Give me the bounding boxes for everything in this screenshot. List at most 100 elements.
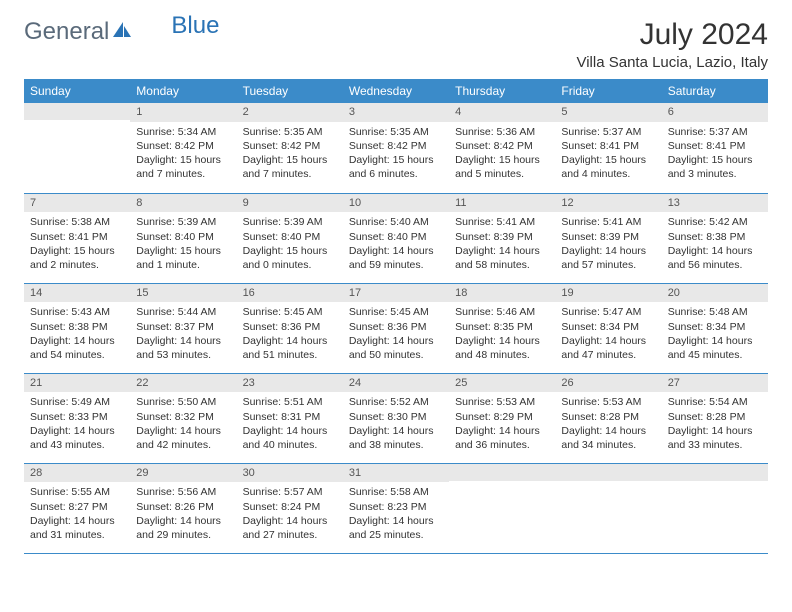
day-number: 26 [555, 374, 661, 393]
calendar-cell: 4Sunrise: 5:36 AMSunset: 8:42 PMDaylight… [449, 103, 555, 193]
day-number [449, 464, 555, 481]
day-line: Sunset: 8:31 PM [243, 410, 337, 424]
day-line: Sunrise: 5:45 AM [243, 305, 337, 319]
day-body: Sunrise: 5:36 AMSunset: 8:42 PMDaylight:… [449, 122, 555, 186]
calendar-cell: 19Sunrise: 5:47 AMSunset: 8:34 PMDayligh… [555, 283, 661, 373]
day-line: Sunrise: 5:56 AM [136, 485, 230, 499]
calendar-cell: 25 Sunrise: 5:53 AMSunset: 8:29 PMDayligh… [449, 373, 555, 463]
logo-word2: Blue [171, 12, 219, 40]
day-number: 20 [662, 284, 768, 303]
day-header: Thursday [449, 79, 555, 103]
day-line: Sunrise: 5:53 AM [455, 395, 549, 409]
day-number: 21 [24, 374, 130, 393]
day-line: Sunset: 8:38 PM [30, 320, 124, 334]
calendar-cell: 11Sunrise: 5:41 AMSunset: 8:39 PMDayligh… [449, 193, 555, 283]
day-number: 30 [237, 464, 343, 483]
day-line: Sunset: 8:42 PM [349, 139, 443, 153]
day-body [449, 481, 555, 488]
day-body: Sunrise: 5:43 AMSunset: 8:38 PMDaylight:… [24, 302, 130, 366]
calendar-cell: 6Sunrise: 5:37 AMSunset: 8:41 PMDaylight… [662, 103, 768, 193]
day-line: Daylight: 14 hours [136, 514, 230, 528]
day-line: and 31 minutes. [30, 528, 124, 542]
day-number: 25 [449, 374, 555, 393]
day-line: Sunset: 8:33 PM [30, 410, 124, 424]
day-line: and 34 minutes. [561, 438, 655, 452]
day-line: Sunrise: 5:45 AM [349, 305, 443, 319]
day-line: Sunset: 8:41 PM [561, 139, 655, 153]
day-line: Sunrise: 5:37 AM [668, 125, 762, 139]
day-line: Daylight: 14 hours [349, 514, 443, 528]
day-body: Sunrise: 5:40 AMSunset: 8:40 PMDaylight:… [343, 212, 449, 276]
day-body: Sunrise: 5:57 AMSunset: 8:24 PMDaylight:… [237, 482, 343, 546]
calendar-cell: 12Sunrise: 5:41 AMSunset: 8:39 PMDayligh… [555, 193, 661, 283]
day-line: Sunrise: 5:57 AM [243, 485, 337, 499]
day-line: Sunrise: 5:41 AM [455, 215, 549, 229]
day-line: Daylight: 14 hours [455, 424, 549, 438]
day-body: Sunrise: 5:45 AMSunset: 8:36 PMDaylight:… [343, 302, 449, 366]
day-line: Sunrise: 5:52 AM [349, 395, 443, 409]
calendar-cell: 31Sunrise: 5:58 AMSunset: 8:23 PMDayligh… [343, 463, 449, 553]
calendar-cell: 26Sunrise: 5:53 AMSunset: 8:28 PMDayligh… [555, 373, 661, 463]
day-line: Daylight: 14 hours [349, 424, 443, 438]
day-number: 14 [24, 284, 130, 303]
calendar-cell: 14Sunrise: 5:43 AMSunset: 8:38 PMDayligh… [24, 283, 130, 373]
day-line: and 56 minutes. [668, 258, 762, 272]
day-line: Sunset: 8:42 PM [136, 139, 230, 153]
day-body: Sunrise: 5:42 AMSunset: 8:38 PMDaylight:… [662, 212, 768, 276]
page-header: General Blue July 2024 Villa Santa Lucia… [24, 18, 768, 71]
day-body: Sunrise: 5:41 AMSunset: 8:39 PMDaylight:… [449, 212, 555, 276]
day-body: Sunrise: 5:53 AMSunset: 8:28 PMDaylight:… [555, 392, 661, 456]
day-number: 29 [130, 464, 236, 483]
day-line: Daylight: 15 hours [561, 153, 655, 167]
day-line: Sunrise: 5:42 AM [668, 215, 762, 229]
day-line: Sunset: 8:34 PM [668, 320, 762, 334]
calendar-cell: 7Sunrise: 5:38 AMSunset: 8:41 PMDaylight… [24, 193, 130, 283]
day-body: Sunrise: 5:39 AMSunset: 8:40 PMDaylight:… [130, 212, 236, 276]
calendar-cell: 1Sunrise: 5:34 AMSunset: 8:42 PMDaylight… [130, 103, 236, 193]
day-line: Daylight: 14 hours [243, 514, 337, 528]
day-line: Sunset: 8:42 PM [243, 139, 337, 153]
day-header: Monday [130, 79, 236, 103]
day-line: Daylight: 14 hours [561, 424, 655, 438]
day-line: Daylight: 14 hours [561, 334, 655, 348]
day-body: Sunrise: 5:48 AMSunset: 8:34 PMDaylight:… [662, 302, 768, 366]
day-line: Sunrise: 5:48 AM [668, 305, 762, 319]
day-number: 1 [130, 103, 236, 122]
calendar-cell: 5Sunrise: 5:37 AMSunset: 8:41 PMDaylight… [555, 103, 661, 193]
day-body: Sunrise: 5:34 AMSunset: 8:42 PMDaylight:… [130, 122, 236, 186]
day-line: Sunrise: 5:39 AM [243, 215, 337, 229]
calendar-cell: 2Sunrise: 5:35 AMSunset: 8:42 PMDaylight… [237, 103, 343, 193]
day-line: Sunset: 8:40 PM [243, 230, 337, 244]
day-line: and 36 minutes. [455, 438, 549, 452]
day-line: Daylight: 14 hours [243, 424, 337, 438]
day-body [24, 120, 130, 127]
day-body [662, 481, 768, 488]
day-body: Sunrise: 5:54 AMSunset: 8:28 PMDaylight:… [662, 392, 768, 456]
day-line: and 58 minutes. [455, 258, 549, 272]
day-line: Sunset: 8:39 PM [455, 230, 549, 244]
location-label: Villa Santa Lucia, Lazio, Italy [576, 54, 768, 71]
day-body: Sunrise: 5:45 AMSunset: 8:36 PMDaylight:… [237, 302, 343, 366]
day-line: Sunrise: 5:37 AM [561, 125, 655, 139]
day-line: Sunset: 8:29 PM [455, 410, 549, 424]
day-line: Daylight: 15 hours [455, 153, 549, 167]
day-number: 10 [343, 194, 449, 213]
day-line: Daylight: 14 hours [455, 244, 549, 258]
day-line: Sunset: 8:23 PM [349, 500, 443, 514]
day-line: Sunrise: 5:50 AM [136, 395, 230, 409]
day-line: Daylight: 14 hours [136, 424, 230, 438]
calendar-cell [24, 103, 130, 193]
calendar-cell: 13Sunrise: 5:42 AMSunset: 8:38 PMDayligh… [662, 193, 768, 283]
day-number: 24 [343, 374, 449, 393]
calendar-row: 7Sunrise: 5:38 AMSunset: 8:41 PMDaylight… [24, 193, 768, 283]
day-line: and 40 minutes. [243, 438, 337, 452]
day-line: and 51 minutes. [243, 348, 337, 362]
day-body: Sunrise: 5:55 AMSunset: 8:27 PMDaylight:… [24, 482, 130, 546]
day-number: 16 [237, 284, 343, 303]
calendar-body: 1Sunrise: 5:34 AMSunset: 8:42 PMDaylight… [24, 103, 768, 553]
day-line: Daylight: 14 hours [668, 334, 762, 348]
day-line: and 25 minutes. [349, 528, 443, 542]
day-number: 8 [130, 194, 236, 213]
day-line: Daylight: 15 hours [668, 153, 762, 167]
day-line: Sunset: 8:36 PM [349, 320, 443, 334]
